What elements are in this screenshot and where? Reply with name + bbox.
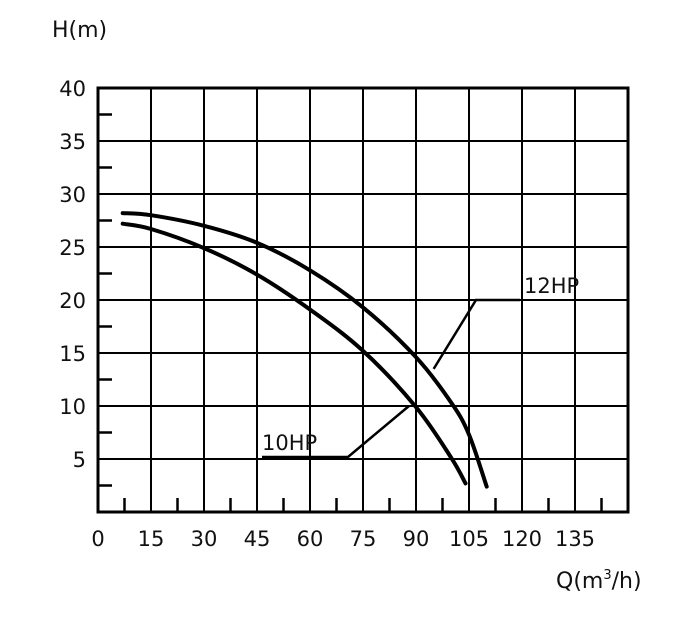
y-tick-label: 30 [59, 183, 86, 207]
plot-frame [96, 86, 630, 514]
x-tick-label: 15 [138, 527, 165, 551]
curves [120, 211, 489, 489]
x-tick-label: 105 [449, 527, 489, 551]
x-tick-label: 75 [350, 527, 377, 551]
pointer-10hp [262, 405, 410, 459]
x-tick-label: 135 [555, 527, 595, 551]
y-tick-label: 25 [59, 236, 86, 260]
x-tick-label: 60 [297, 527, 324, 551]
y-tick-labels: 5 10 15 20 25 30 35 40 [59, 77, 86, 472]
series-label-12hp: 12HP [524, 274, 579, 298]
minor-ticks [98, 113, 603, 512]
x-axis-title: Q(m3/h) [556, 568, 642, 594]
x-tick-labels: 0 15 30 45 60 75 90 105 120 135 [91, 527, 595, 551]
y-tick-label: 15 [59, 342, 86, 366]
y-tick-label: 5 [73, 448, 86, 472]
y-axis-title: H(m) [52, 18, 107, 43]
x-tick-label: 90 [403, 527, 430, 551]
x-tick-label: 0 [91, 527, 104, 551]
x-tick-label: 45 [244, 527, 271, 551]
series-label-10hp: 10HP [262, 431, 317, 455]
x-axis-title-unit: /h) [612, 569, 642, 594]
x-axis-title-superscript: 3 [603, 568, 611, 583]
curve-10hp [120, 221, 468, 486]
annotation-pointers [262, 298, 520, 459]
y-tick-label: 20 [59, 289, 86, 313]
x-tick-label: 120 [502, 527, 542, 551]
x-tick-label: 30 [191, 527, 218, 551]
grid [98, 88, 628, 512]
curve-12hp [120, 211, 489, 489]
y-tick-label: 40 [59, 77, 86, 101]
y-tick-label: 35 [59, 130, 86, 154]
x-axis-title-main: Q(m [556, 569, 603, 594]
pointer-12hp [432, 298, 520, 370]
y-tick-label: 10 [59, 395, 86, 419]
